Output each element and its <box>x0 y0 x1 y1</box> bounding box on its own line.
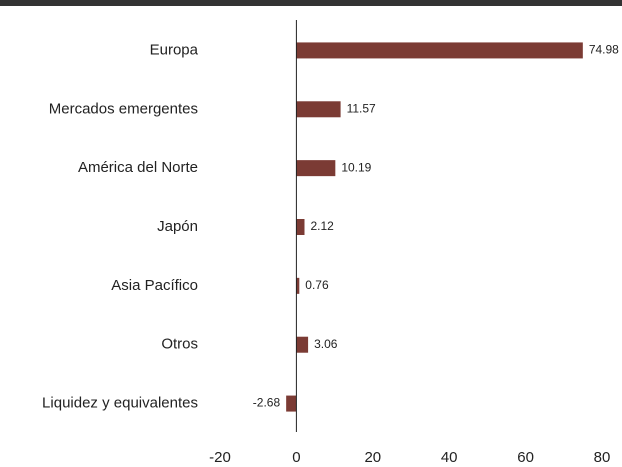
bar <box>296 42 583 59</box>
x-tick-label: 40 <box>441 449 458 466</box>
x-tick-label: 60 <box>517 449 534 466</box>
data-label: 74.98 <box>589 43 619 57</box>
x-tick-label: 0 <box>292 449 300 466</box>
y-tick-label: Otros <box>161 336 198 353</box>
data-label: 11.57 <box>347 101 376 115</box>
x-tick-label: -20 <box>209 449 231 466</box>
y-tick-label: Mercados emergentes <box>49 100 198 117</box>
y-tick-label: Europa <box>150 41 199 58</box>
y-tick-label: América del Norte <box>78 159 198 176</box>
x-tick-label: 80 <box>594 449 611 466</box>
bar <box>286 395 297 412</box>
y-tick-label: Japón <box>157 218 198 235</box>
data-label: 0.76 <box>305 278 329 292</box>
x-tick-label: 20 <box>364 449 381 466</box>
data-label: 2.12 <box>310 219 334 233</box>
y-tick-label: Liquidez y equivalentes <box>42 395 198 412</box>
bar <box>296 277 300 294</box>
top-rule <box>0 0 622 6</box>
bar <box>296 336 309 353</box>
data-label: -2.68 <box>253 396 281 410</box>
bar <box>296 219 305 235</box>
y-tick-label: Asia Pacífico <box>111 277 198 294</box>
data-label: 3.06 <box>314 337 338 351</box>
bar <box>296 160 336 177</box>
bar <box>296 101 341 118</box>
data-label: 10.19 <box>341 160 371 174</box>
